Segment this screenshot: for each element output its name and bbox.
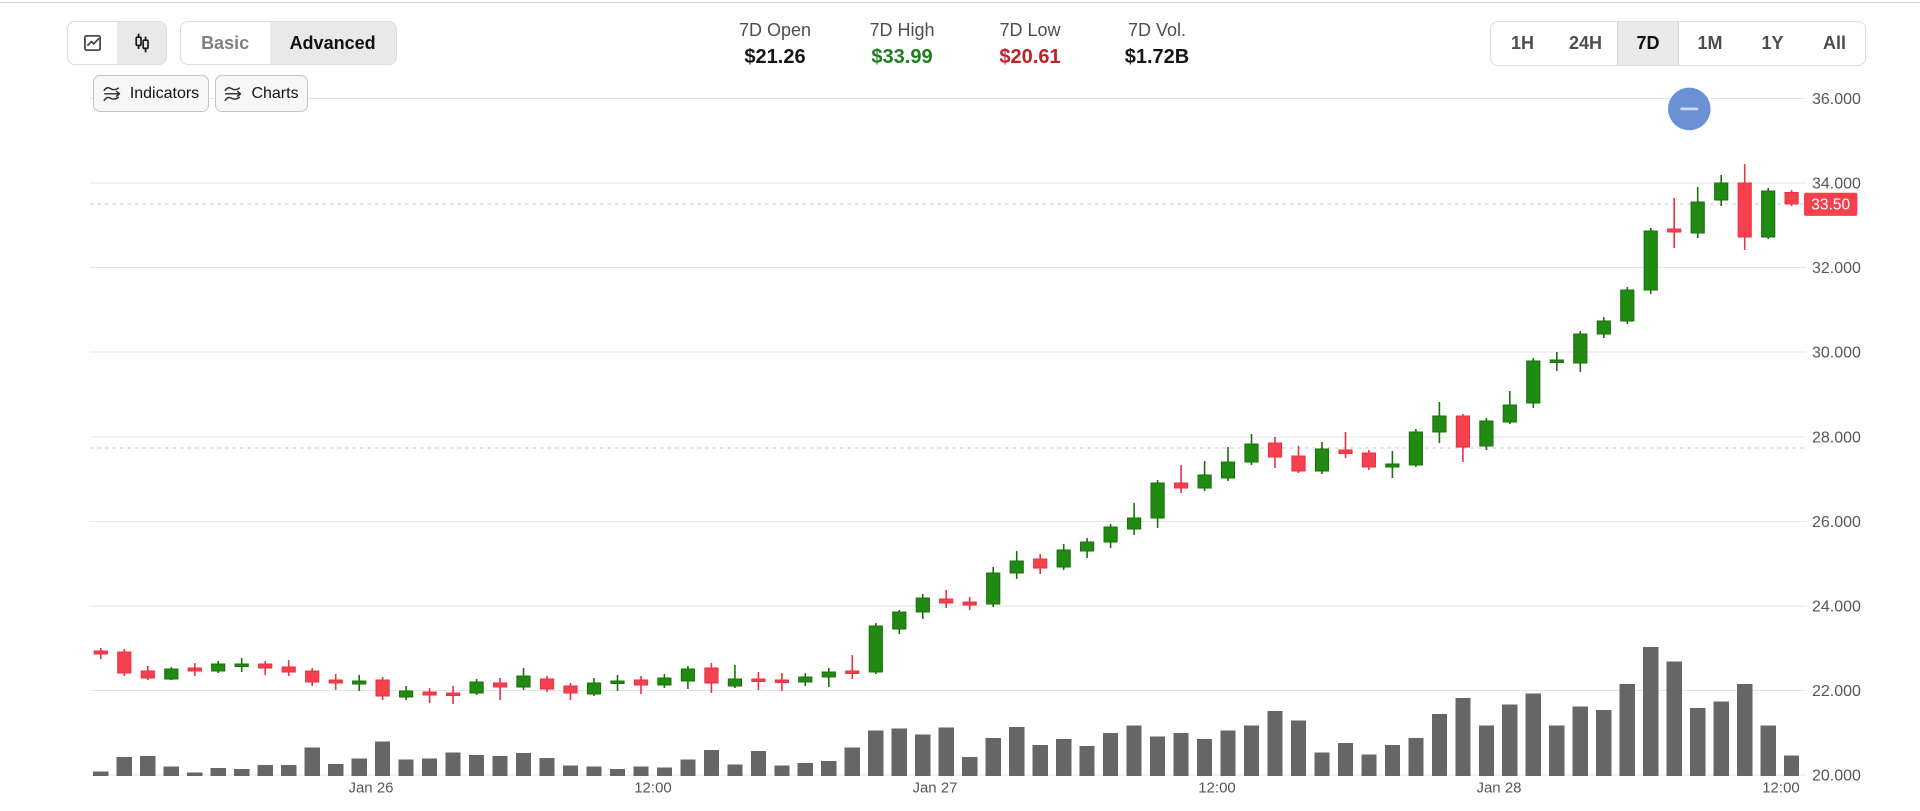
svg-text:12:00: 12:00: [634, 780, 672, 797]
svg-text:24.000: 24.000: [1812, 599, 1861, 616]
svg-text:22.000: 22.000: [1812, 683, 1861, 700]
svg-text:30.000: 30.000: [1812, 345, 1861, 362]
svg-text:Jan 26: Jan 26: [348, 780, 393, 797]
svg-text:32.000: 32.000: [1812, 260, 1861, 277]
svg-text:26.000: 26.000: [1812, 514, 1861, 531]
svg-text:12:00: 12:00: [1198, 780, 1236, 797]
svg-text:20.000: 20.000: [1812, 768, 1861, 785]
svg-text:34.000: 34.000: [1812, 176, 1861, 193]
svg-text:36.000: 36.000: [1812, 91, 1861, 108]
svg-text:12:00: 12:00: [1762, 780, 1800, 797]
svg-text:33.50: 33.50: [1811, 197, 1850, 214]
svg-text:Jan 28: Jan 28: [1476, 780, 1521, 797]
svg-text:28.000: 28.000: [1812, 430, 1861, 447]
svg-text:Jan 27: Jan 27: [912, 780, 957, 797]
